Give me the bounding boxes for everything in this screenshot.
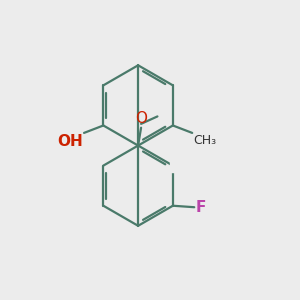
Text: F: F <box>196 200 206 215</box>
Bar <box>170 154 208 172</box>
Text: F: F <box>196 155 206 170</box>
Text: O: O <box>135 111 147 126</box>
Text: OH: OH <box>57 134 83 148</box>
Text: CH₃: CH₃ <box>194 134 217 146</box>
